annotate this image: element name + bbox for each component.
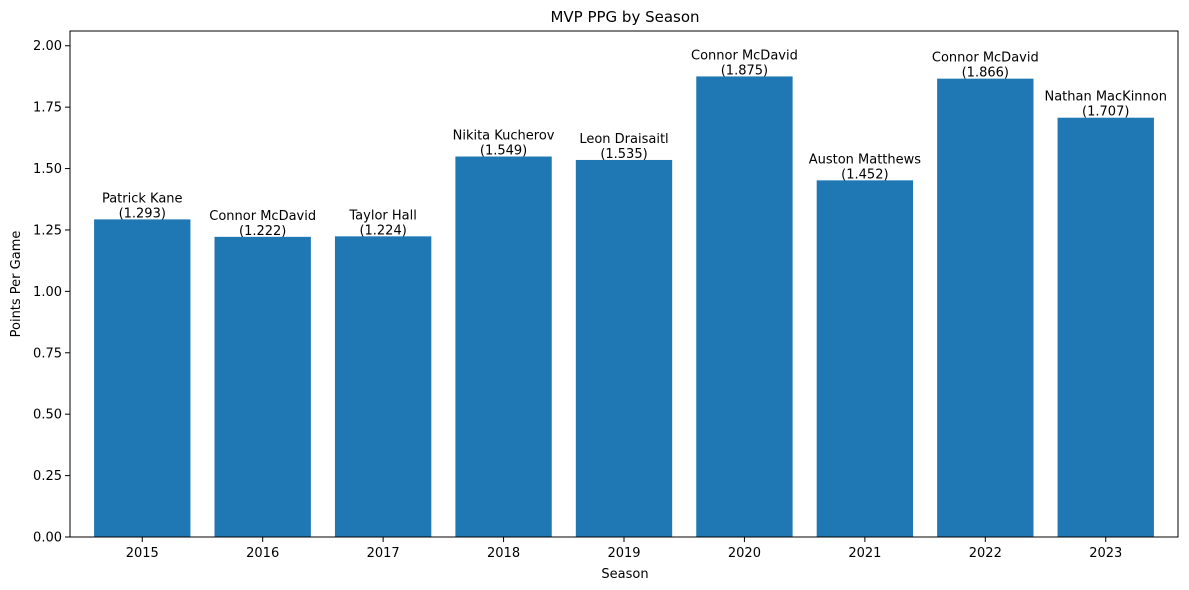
x-tick-label: 2019 — [607, 546, 640, 561]
y-tick-label: 0.00 — [33, 531, 62, 546]
x-tick-label: 2016 — [246, 546, 279, 561]
bar-value-label: (1.549) — [480, 144, 527, 159]
bar-player-label: Nikita Kucherov — [453, 129, 555, 144]
bar-player-label: Connor McDavid — [691, 48, 798, 63]
y-tick-label: 1.75 — [33, 101, 62, 116]
bar-2022 — [937, 78, 1034, 537]
bar-2023 — [1057, 117, 1154, 537]
bar-value-label: (1.535) — [600, 147, 647, 162]
x-tick-label: 2017 — [367, 546, 400, 561]
bar-2021 — [816, 180, 914, 537]
bars-layer — [94, 76, 1154, 538]
y-tick-label: 1.00 — [33, 285, 62, 300]
x-tick-label: 2015 — [126, 546, 159, 561]
y-tick-label: 1.50 — [33, 162, 62, 177]
x-tick-label: 2023 — [1089, 546, 1122, 561]
axes-layer: 2015 2016 2017 2018 2019 2020 2021 2022 2023 0.00… — [33, 30, 1179, 561]
bar-value-label: (1.293) — [119, 206, 166, 221]
y-tick-label: 1.25 — [33, 223, 62, 238]
bar-player-label: Nathan MacKinnon — [1044, 90, 1167, 105]
bar-2017 — [334, 236, 432, 537]
bar-value-label: (1.224) — [359, 223, 406, 238]
bar-value-label: (1.707) — [1082, 105, 1129, 120]
chart-title: MVP PPG by Season — [550, 8, 699, 26]
y-tick-label: 2.00 — [33, 39, 62, 54]
bar-player-label: Patrick Kane — [102, 191, 183, 206]
bar-player-label: Auston Matthews — [809, 152, 922, 167]
x-tick-label: 2018 — [487, 546, 520, 561]
bar-player-label: Taylor Hall — [348, 208, 416, 223]
bar-player-label: Connor McDavid — [209, 209, 316, 224]
bar-2020 — [696, 76, 793, 538]
y-tick-label: 0.50 — [33, 408, 62, 423]
bar-2016 — [214, 236, 311, 537]
x-tick-label: 2020 — [728, 546, 761, 561]
plot-frame — [69, 30, 1179, 538]
bar-value-label: (1.452) — [841, 167, 888, 182]
bar-2018 — [455, 156, 552, 538]
y-tick-label: 0.25 — [33, 469, 62, 484]
y-tick-label: 0.75 — [33, 346, 62, 361]
x-tick-label: 2021 — [848, 546, 881, 561]
x-axis-label: Season — [601, 567, 648, 582]
bar-value-label: (1.875) — [721, 63, 768, 78]
y-axis-label: Points Per Game — [9, 231, 24, 338]
bar-player-label: Leon Draisaitl — [579, 132, 668, 147]
data-labels-layer: Patrick Kane(1.293) Connor McDavid(1.222)… — [102, 48, 1167, 238]
bar-2019 — [575, 159, 673, 538]
bar-player-label: Connor McDavid — [932, 51, 1039, 66]
bar-value-label: (1.222) — [239, 224, 286, 239]
x-tick-label: 2022 — [969, 546, 1002, 561]
bar-2015 — [94, 219, 191, 537]
bar-value-label: (1.866) — [962, 66, 1009, 81]
